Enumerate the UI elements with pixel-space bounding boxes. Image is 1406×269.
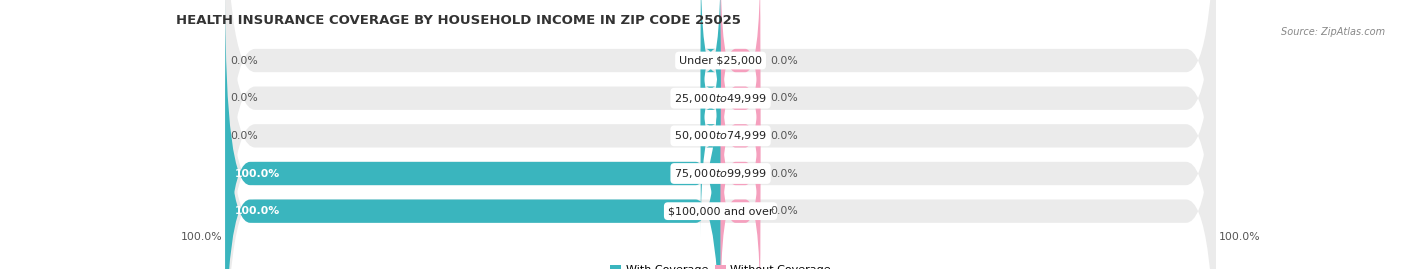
Text: 0.0%: 0.0% (770, 168, 797, 179)
Text: 100.0%: 100.0% (235, 206, 280, 216)
Text: 0.0%: 0.0% (770, 131, 797, 141)
Text: $50,000 to $74,999: $50,000 to $74,999 (675, 129, 766, 142)
FancyBboxPatch shape (225, 0, 721, 269)
FancyBboxPatch shape (700, 0, 721, 200)
FancyBboxPatch shape (225, 0, 1216, 269)
Text: Source: ZipAtlas.com: Source: ZipAtlas.com (1281, 27, 1385, 37)
Text: HEALTH INSURANCE COVERAGE BY HOUSEHOLD INCOME IN ZIP CODE 25025: HEALTH INSURANCE COVERAGE BY HOUSEHOLD I… (176, 14, 741, 27)
Text: $75,000 to $99,999: $75,000 to $99,999 (675, 167, 766, 180)
Legend: With Coverage, Without Coverage: With Coverage, Without Coverage (606, 260, 835, 269)
FancyBboxPatch shape (721, 0, 761, 200)
Text: $25,000 to $49,999: $25,000 to $49,999 (675, 92, 766, 105)
FancyBboxPatch shape (700, 34, 721, 237)
FancyBboxPatch shape (721, 72, 761, 269)
FancyBboxPatch shape (225, 0, 1216, 269)
FancyBboxPatch shape (225, 0, 1216, 269)
Text: 0.0%: 0.0% (231, 93, 257, 103)
FancyBboxPatch shape (700, 0, 721, 162)
Text: 100.0%: 100.0% (235, 168, 280, 179)
FancyBboxPatch shape (225, 0, 1216, 269)
Text: 0.0%: 0.0% (770, 206, 797, 216)
Text: Under $25,000: Under $25,000 (679, 55, 762, 66)
Text: 0.0%: 0.0% (231, 55, 257, 66)
FancyBboxPatch shape (721, 34, 761, 237)
Text: 0.0%: 0.0% (231, 131, 257, 141)
FancyBboxPatch shape (225, 0, 1216, 269)
Text: 100.0%: 100.0% (181, 232, 222, 242)
Text: 0.0%: 0.0% (770, 93, 797, 103)
Text: 0.0%: 0.0% (770, 55, 797, 66)
Text: $100,000 and over: $100,000 and over (668, 206, 773, 216)
FancyBboxPatch shape (721, 110, 761, 269)
Text: 100.0%: 100.0% (1219, 232, 1260, 242)
FancyBboxPatch shape (721, 0, 761, 162)
FancyBboxPatch shape (225, 34, 721, 269)
